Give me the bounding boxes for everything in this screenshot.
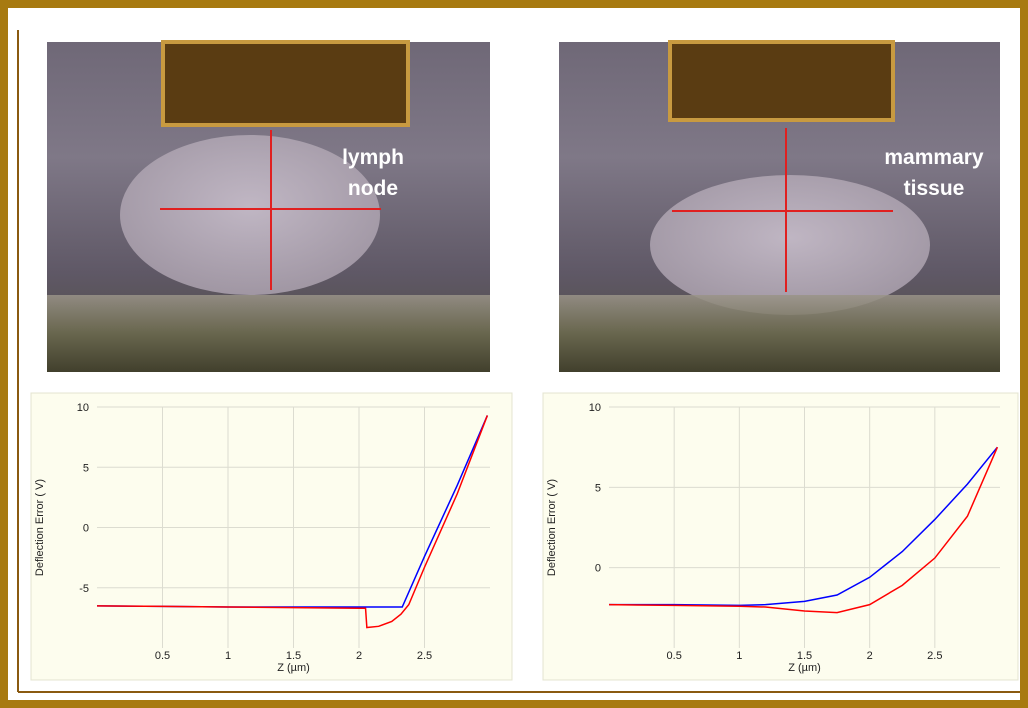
x-axis-label: Z (µm) xyxy=(788,662,821,674)
y-tick-label: 0 xyxy=(83,523,89,535)
x-tick-label: 2.5 xyxy=(417,650,432,662)
x-tick-label: 0.5 xyxy=(155,650,170,662)
y-axis-label: Deflection Error ( V) xyxy=(34,479,46,576)
x-tick-label: 1.5 xyxy=(797,650,812,662)
data-line xyxy=(96,415,489,629)
photo-label: tissue xyxy=(904,177,965,200)
x-tick-label: 1 xyxy=(225,650,231,662)
x-tick-label: 2 xyxy=(356,650,362,662)
x-tick-label: 1.5 xyxy=(286,650,301,662)
x-tick-label: 1 xyxy=(736,650,742,662)
y-tick-label: -5 xyxy=(79,583,89,595)
data-line xyxy=(608,446,999,614)
photo: lymph node xyxy=(47,40,490,372)
photo-label: node xyxy=(348,177,398,200)
chart-background xyxy=(30,392,513,681)
photo: mammary tissue xyxy=(559,40,1000,372)
x-tick-label: 2 xyxy=(867,650,873,662)
photo-label: mammary xyxy=(884,146,984,169)
chart-background xyxy=(542,392,1019,681)
chart: 0.5 1 1.5 2 2.5 0 5 10 Z (µm) Deflection Error ( … xyxy=(542,392,1019,681)
x-tick-label: 2.5 xyxy=(927,650,942,662)
y-axis-label: Deflection Error ( V) xyxy=(546,479,558,576)
photo-label: lymph xyxy=(342,146,404,169)
y-tick-label: 10 xyxy=(589,402,601,414)
chart: 0.5 1 1.5 2 2.5 -5 0 5 10 Z (µm) Deflection Error … xyxy=(30,392,513,681)
data-line xyxy=(609,446,998,607)
x-tick-label: 0.5 xyxy=(667,650,682,662)
y-tick-label: 0 xyxy=(595,563,601,575)
x-axis-label: Z (µm) xyxy=(277,662,310,674)
y-tick-label: 10 xyxy=(77,402,89,414)
y-tick-label: 5 xyxy=(83,462,89,474)
y-tick-label: 5 xyxy=(595,482,601,494)
